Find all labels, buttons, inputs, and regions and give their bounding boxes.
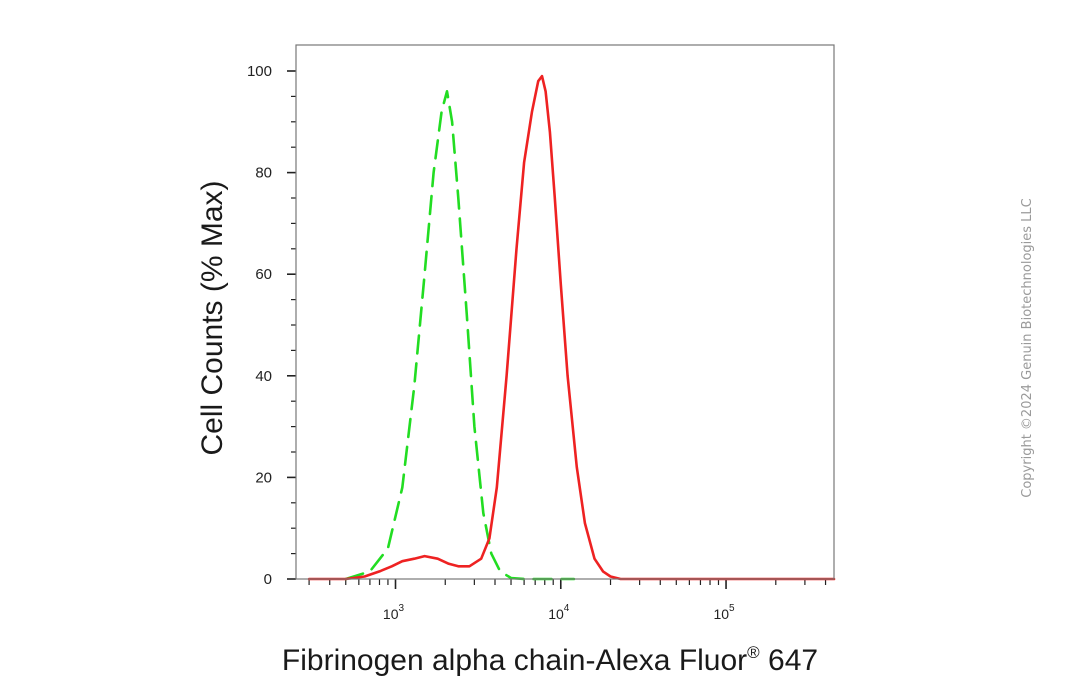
y-tick-label: 0 xyxy=(264,571,272,588)
x-axis-title-suffix: 647 xyxy=(760,644,818,677)
control-histogram-line xyxy=(344,90,576,581)
y-tick-label: 60 xyxy=(255,266,272,283)
copyright-watermark: Copyright ©2024 Genuin Biotechnologies L… xyxy=(1020,198,1035,497)
plot-frame xyxy=(295,44,835,580)
x-tick-label: 104 xyxy=(548,603,570,622)
x-tick-label: 105 xyxy=(713,603,735,622)
x-tick-label: 103 xyxy=(383,603,405,622)
x-axis-title-main: Fibrinogen alpha chain-Alexa Fluor xyxy=(282,644,747,677)
y-tick-label: 80 xyxy=(255,165,272,182)
sample-histogram-line xyxy=(307,74,836,581)
y-tick-label: 40 xyxy=(255,368,272,385)
x-axis-title: Fibrinogen alpha chain-Alexa Fluor® 647 xyxy=(282,643,818,677)
y-axis-ticks: 0 20 40 60 80 100 xyxy=(247,63,296,588)
y-axis-title: Cell Counts (% Max) xyxy=(196,180,229,455)
x-axis-ticks: 103 104 105 xyxy=(308,579,827,622)
y-tick-label: 100 xyxy=(247,63,272,80)
x-axis-title-registered-mark: ® xyxy=(747,643,760,662)
histogram-series xyxy=(307,74,836,581)
y-tick-label: 20 xyxy=(255,469,272,486)
